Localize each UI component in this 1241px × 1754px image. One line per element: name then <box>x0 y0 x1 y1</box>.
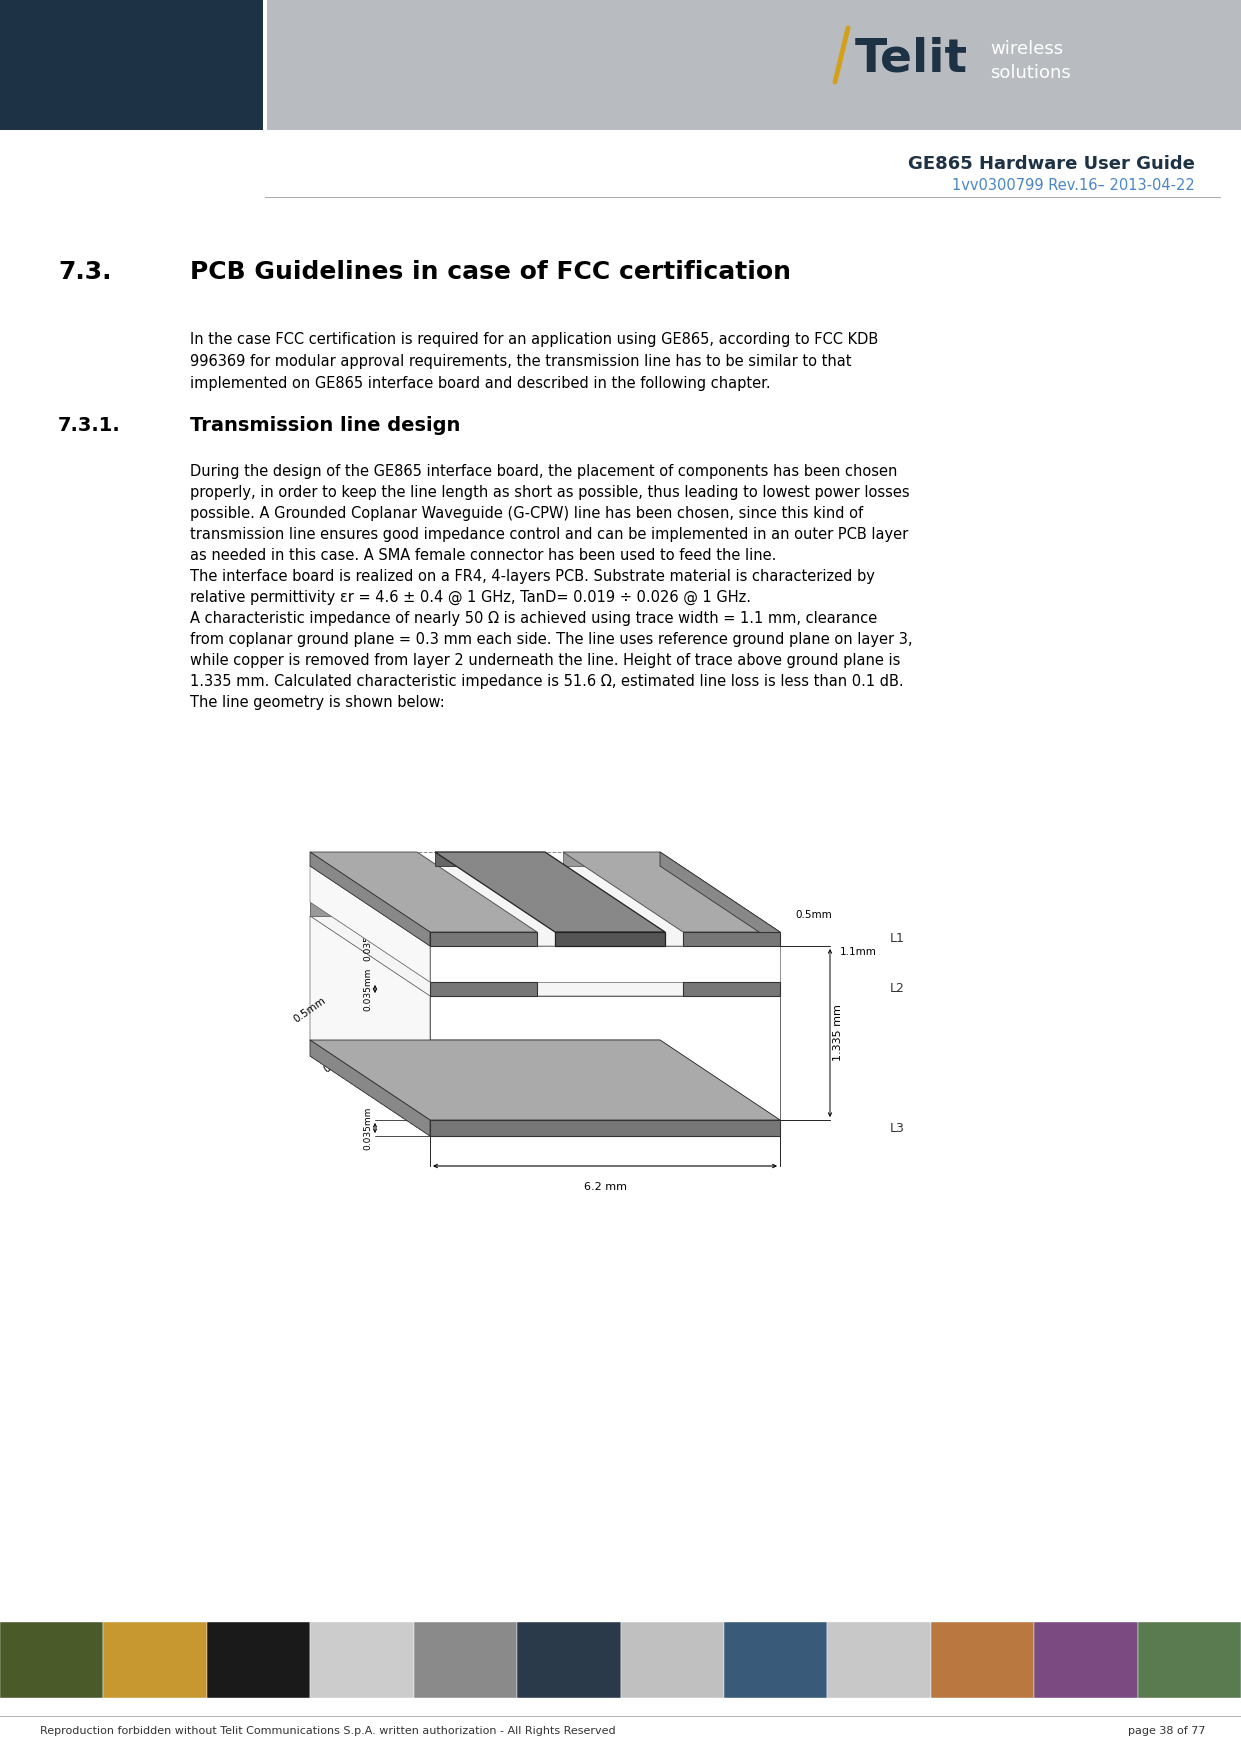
Polygon shape <box>555 931 665 945</box>
Text: 0.3mm: 0.3mm <box>680 921 719 942</box>
Bar <box>0 1622 103 1698</box>
Polygon shape <box>429 996 781 1121</box>
Polygon shape <box>429 945 781 982</box>
Text: L1: L1 <box>890 933 905 945</box>
Bar <box>263 0 267 130</box>
Bar <box>0 0 266 130</box>
Text: 1.1mm: 1.1mm <box>840 947 877 958</box>
Text: 0.5mm: 0.5mm <box>795 910 831 921</box>
Polygon shape <box>310 852 417 866</box>
Bar <box>931 1622 1034 1698</box>
Bar <box>1138 1622 1241 1698</box>
Text: 0.3mm: 0.3mm <box>503 919 539 947</box>
Polygon shape <box>429 931 537 945</box>
Text: 0.035mm: 0.035mm <box>364 1107 372 1149</box>
Text: 996369 for modular approval requirements, the transmission line has to be simila: 996369 for modular approval requirements… <box>190 354 851 368</box>
Text: 0.035mm: 0.035mm <box>364 966 372 1010</box>
Text: 1.335 mm: 1.335 mm <box>833 1005 843 1061</box>
Bar <box>266 0 1241 130</box>
Bar <box>620 1622 724 1698</box>
Text: while copper is removed from layer 2 underneath the line. Height of trace above : while copper is removed from layer 2 und… <box>190 652 901 668</box>
Text: page 38 of 77: page 38 of 77 <box>1128 1726 1205 1736</box>
Text: Telit: Telit <box>855 37 968 82</box>
Text: 1.335 mm. Calculated characteristic impedance is 51.6 Ω, estimated line loss is : 1.335 mm. Calculated characteristic impe… <box>190 674 903 689</box>
Text: 0.035mm: 0.035mm <box>364 917 372 961</box>
Polygon shape <box>563 852 660 866</box>
Text: 6.2 mm: 6.2 mm <box>583 1182 627 1193</box>
Text: 0.5mm: 0.5mm <box>292 995 328 1024</box>
Text: relative permittivity εr = 4.6 ± 0.4 @ 1 GHz, TanD= 0.019 ÷ 0.026 @ 1 GHz.: relative permittivity εr = 4.6 ± 0.4 @ 1… <box>190 589 751 605</box>
Text: implemented on GE865 interface board and described in the following chapter.: implemented on GE865 interface board and… <box>190 375 771 391</box>
Polygon shape <box>436 852 665 931</box>
Text: 1.1mm: 1.1mm <box>591 882 629 893</box>
Polygon shape <box>310 916 429 1121</box>
Text: possible. A Grounded Coplanar Waveguide (G-CPW) line has been chosen, since this: possible. A Grounded Coplanar Waveguide … <box>190 505 864 521</box>
Text: 7.3.: 7.3. <box>58 260 112 284</box>
Polygon shape <box>429 982 537 996</box>
Text: GE865 Hardware User Guide: GE865 Hardware User Guide <box>908 154 1195 174</box>
Polygon shape <box>310 916 781 996</box>
Text: properly, in order to keep the line length as short as possible, thus leading to: properly, in order to keep the line leng… <box>190 486 910 500</box>
Polygon shape <box>310 852 429 945</box>
Text: wireless: wireless <box>990 40 1064 58</box>
Polygon shape <box>429 1121 781 1137</box>
Text: During the design of the GE865 interface board, the placement of components has : During the design of the GE865 interface… <box>190 465 897 479</box>
Text: A characteristic impedance of nearly 50 Ω is achieved using trace width = 1.1 mm: A characteristic impedance of nearly 50 … <box>190 610 877 626</box>
Text: L3: L3 <box>890 1121 905 1135</box>
Polygon shape <box>310 902 537 982</box>
Text: In the case FCC certification is required for an application using GE865, accord: In the case FCC certification is require… <box>190 332 879 347</box>
Bar <box>1034 1622 1138 1698</box>
Bar <box>413 1622 517 1698</box>
Text: FR4: FR4 <box>531 1051 558 1065</box>
Polygon shape <box>563 902 660 916</box>
Bar <box>828 1622 931 1698</box>
Text: The interface board is realized on a FR4, 4-layers PCB. Substrate material is ch: The interface board is realized on a FR4… <box>190 568 875 584</box>
Text: from coplanar ground plane = 0.3 mm each side. The line uses reference ground pl: from coplanar ground plane = 0.3 mm each… <box>190 631 912 647</box>
Polygon shape <box>310 866 660 902</box>
Polygon shape <box>310 866 781 945</box>
Text: Reproduction forbidden without Telit Communications S.p.A. written authorization: Reproduction forbidden without Telit Com… <box>40 1726 616 1736</box>
Text: 1vv0300799 Rev.16– 2013-04-22: 1vv0300799 Rev.16– 2013-04-22 <box>952 177 1195 193</box>
Bar <box>310 1622 413 1698</box>
Bar <box>517 1622 620 1698</box>
Text: The line geometry is shown below:: The line geometry is shown below: <box>190 695 444 710</box>
Polygon shape <box>310 852 537 931</box>
Polygon shape <box>563 852 781 931</box>
Polygon shape <box>683 982 781 996</box>
Text: PCB Guidelines in case of FCC certification: PCB Guidelines in case of FCC certificat… <box>190 260 791 284</box>
Polygon shape <box>310 902 417 916</box>
Text: Transmission line design: Transmission line design <box>190 416 460 435</box>
Bar <box>724 1622 828 1698</box>
Text: L2: L2 <box>890 982 905 996</box>
Polygon shape <box>310 916 660 1040</box>
Text: transmission line ensures good impedance control and can be implemented in an ou: transmission line ensures good impedance… <box>190 526 908 542</box>
Polygon shape <box>563 902 781 982</box>
Polygon shape <box>310 1040 781 1121</box>
Polygon shape <box>660 852 781 945</box>
Polygon shape <box>310 1040 660 1056</box>
Polygon shape <box>436 852 545 866</box>
Text: 7.3.1.: 7.3.1. <box>58 416 120 435</box>
Polygon shape <box>310 866 429 982</box>
Text: 0.5mm: 0.5mm <box>323 1045 357 1075</box>
Bar <box>103 1622 207 1698</box>
Text: as needed in this case. A SMA female connector has been used to feed the line.: as needed in this case. A SMA female con… <box>190 547 777 563</box>
Polygon shape <box>310 1040 429 1137</box>
Polygon shape <box>310 1040 781 1121</box>
Polygon shape <box>660 902 781 996</box>
Bar <box>207 1622 310 1698</box>
Polygon shape <box>683 931 781 945</box>
Text: solutions: solutions <box>990 63 1071 82</box>
